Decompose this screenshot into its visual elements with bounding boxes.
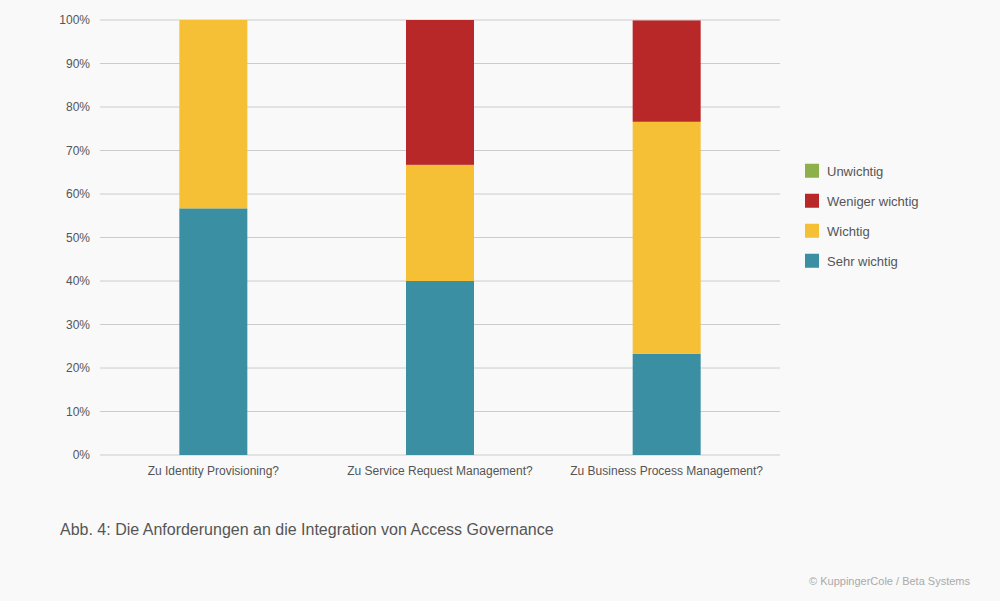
- legend-label: Wichtig: [827, 224, 870, 239]
- y-tick-label: 70%: [66, 144, 90, 158]
- grid: [100, 20, 780, 455]
- title: Abb. 4: Die Anforderungen an die Integra…: [60, 521, 554, 538]
- y-tick-label: 0%: [73, 448, 91, 462]
- bar-segment: [633, 354, 701, 455]
- bar-segment: [633, 20, 701, 21]
- y-tick-label: 90%: [66, 57, 90, 71]
- legend-swatch: [805, 224, 819, 238]
- bars: [179, 20, 700, 455]
- bar-segment: [179, 20, 247, 208]
- bar-segment: [179, 208, 247, 455]
- bar-segment: [406, 165, 474, 281]
- bar-segment: [406, 281, 474, 455]
- annotation: © KuppingerCole / Beta Systems: [809, 575, 970, 587]
- legend-swatch: [805, 164, 819, 178]
- background: [0, 0, 1000, 601]
- y-tick-label: 10%: [66, 405, 90, 419]
- y-tick-label: 80%: [66, 100, 90, 114]
- legend-swatch: [805, 254, 819, 268]
- legend-label: Sehr wichtig: [827, 254, 898, 269]
- y-tick-label: 40%: [66, 274, 90, 288]
- bar-segment: [633, 20, 701, 121]
- y-tick-label: 20%: [66, 361, 90, 375]
- legend-label: Weniger wichtig: [827, 194, 919, 209]
- y-tick-label: 60%: [66, 187, 90, 201]
- legend-label: Unwichtig: [827, 164, 883, 179]
- bar-segment: [406, 20, 474, 165]
- x-tick-label: Zu Identity Provisioning?: [148, 464, 280, 478]
- y-tick-label: 30%: [66, 318, 90, 332]
- legend: Unwichtig Weniger wichtig Wichtig Sehr wich…: [805, 164, 919, 269]
- chart: 0% 10% 20% 30% 40% 50% 60% 70% 80% 90% 100% Zu Iden…: [0, 0, 1000, 601]
- bar-segment: [179, 20, 247, 21]
- x-tick-label: Zu Service Request Management?: [347, 464, 533, 478]
- bar-segment: [633, 122, 701, 354]
- bar-segment: [179, 20, 247, 21]
- bar-segment: [406, 20, 474, 21]
- x-tick-label: Zu Business Process Management?: [570, 464, 763, 478]
- y-tick-label: 100%: [59, 13, 90, 27]
- y-tick-label: 50%: [66, 231, 90, 245]
- legend-swatch: [805, 194, 819, 208]
